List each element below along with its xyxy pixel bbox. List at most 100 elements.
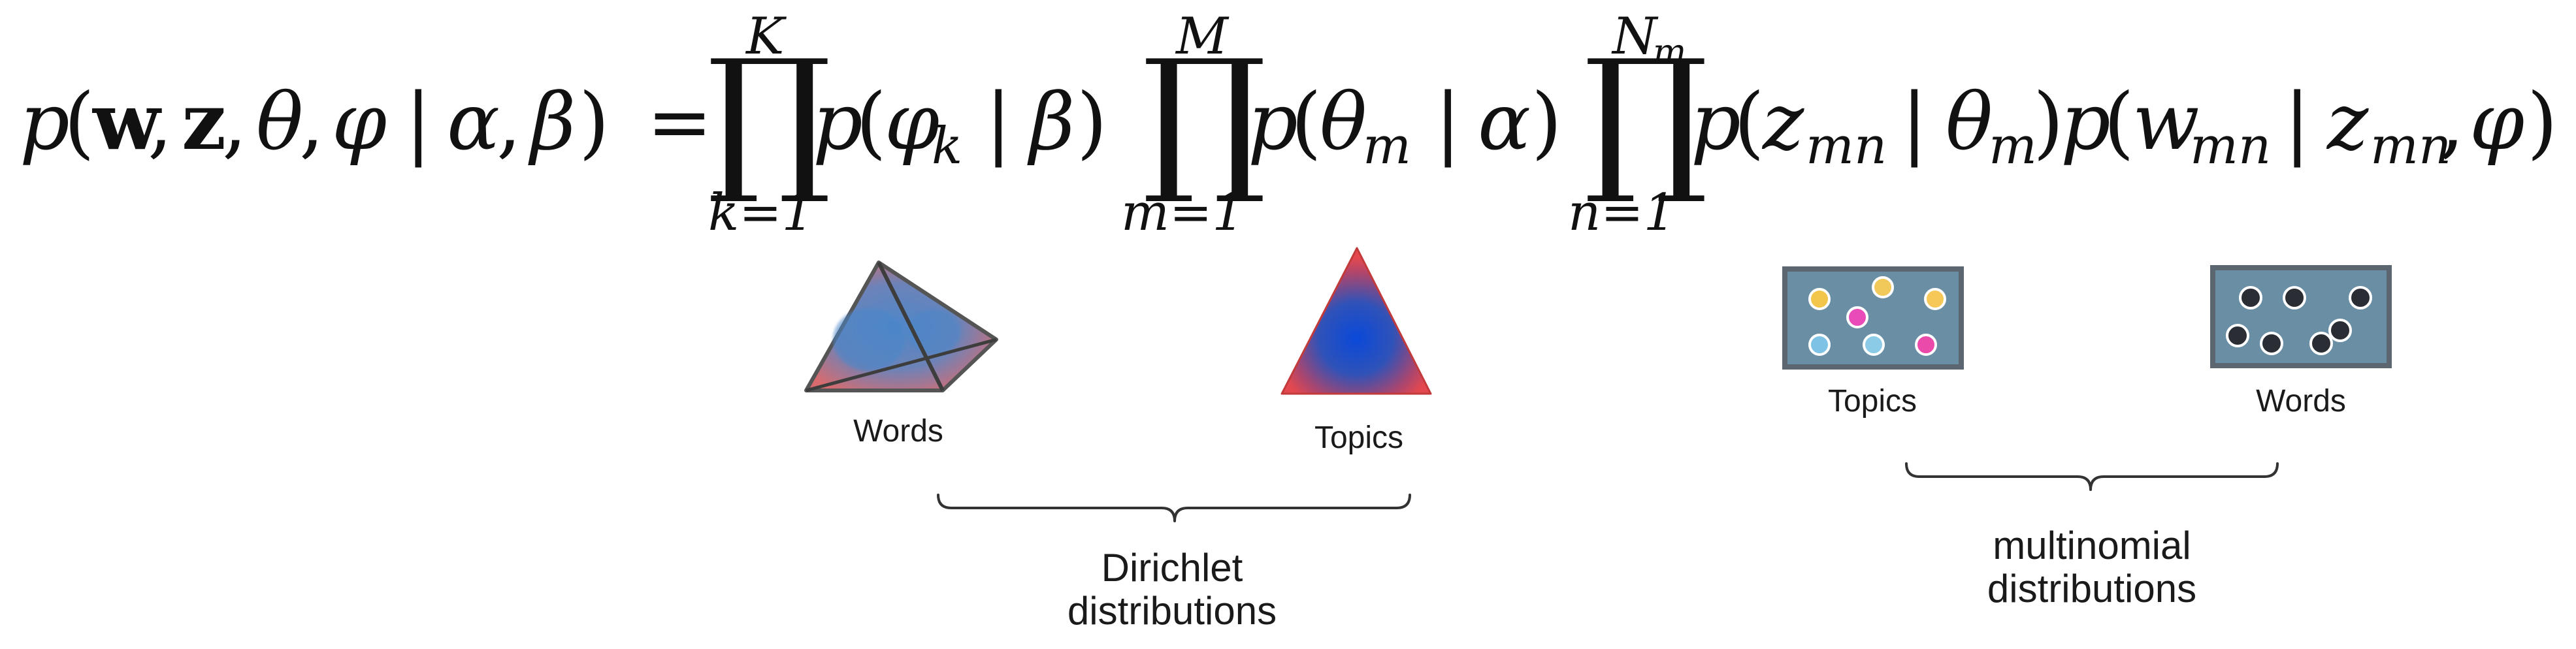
w-term-close: ) bbox=[2527, 77, 2558, 168]
topic-dot bbox=[1808, 288, 1831, 310]
dirichlet-brace bbox=[937, 494, 1411, 522]
w-term-open: ( bbox=[2104, 77, 2134, 168]
topics-simplex-figure: Topics bbox=[1280, 247, 1432, 455]
w-term-p: p bbox=[2061, 77, 2111, 168]
lhs-w: w bbox=[91, 76, 162, 168]
prod-m-upper: M bbox=[1175, 7, 1230, 66]
lhs-theta: θ bbox=[256, 77, 303, 168]
theta-term-p: p bbox=[1248, 77, 1298, 168]
prod-k-symbol: ∏ bbox=[707, 25, 832, 208]
topic-dot bbox=[1872, 276, 1894, 298]
topic-dot bbox=[1846, 306, 1868, 328]
prod-n-upper-sub: m bbox=[1653, 31, 1686, 72]
topics-multinomial-label: Topics bbox=[1828, 384, 1917, 419]
lhs-comma-1: , bbox=[148, 77, 172, 168]
topic-dot bbox=[1863, 334, 1885, 356]
phi-term-sub-k: k bbox=[932, 117, 962, 176]
lhs-beta: β bbox=[528, 77, 576, 168]
lhs-z: z bbox=[182, 76, 226, 168]
lhs-close-paren: ) bbox=[579, 77, 610, 168]
lhs-varphi: φ bbox=[332, 77, 387, 168]
word-dot bbox=[2239, 286, 2262, 309]
theta-term-open: ( bbox=[1291, 77, 1322, 168]
word-dot bbox=[2349, 286, 2372, 309]
multinomial-label-line1: multinomial bbox=[1993, 524, 2191, 567]
prod-n-symbol: ∏ bbox=[1584, 25, 1708, 208]
prod-k-lower: k=1 bbox=[708, 183, 814, 242]
topics-dots bbox=[1808, 276, 1946, 356]
dirichlet-label-line2: distributions bbox=[1068, 589, 1277, 633]
product-over-documents: M ∏ m=1 p ( θ m | α ) bbox=[1121, 7, 1562, 242]
w-term-z: z bbox=[2326, 77, 2369, 168]
multinomial-brace-group: multinomial distributions bbox=[1905, 462, 2279, 610]
theta-term-theta: θ bbox=[1320, 77, 1367, 168]
z-term-theta-sub-m: m bbox=[1989, 117, 2037, 176]
z-term-z: z bbox=[1761, 77, 1804, 168]
phi-term-varphi: φ bbox=[885, 77, 939, 168]
prod-m-symbol: ∏ bbox=[1142, 25, 1267, 208]
prod-k-upper: K bbox=[745, 7, 787, 66]
w-term-sub-mn: mn bbox=[2190, 117, 2271, 176]
words-simplex-density bbox=[833, 308, 905, 371]
w-term-w: w bbox=[2132, 77, 2200, 168]
theta-term-bar: | bbox=[1435, 77, 1461, 168]
words-simplex-figure: Words bbox=[804, 261, 998, 449]
lhs-open-paren: ( bbox=[64, 77, 95, 168]
w-term-bar: | bbox=[2284, 77, 2310, 168]
z-term-theta: θ bbox=[1946, 77, 1993, 168]
theta-term-alpha: α bbox=[1478, 77, 1531, 168]
topic-dot bbox=[1915, 334, 1937, 356]
z-term-open: ( bbox=[1734, 77, 1765, 168]
theta-term-close: ) bbox=[1531, 77, 1562, 168]
word-dot bbox=[2226, 324, 2249, 347]
lhs-comma-4: , bbox=[497, 77, 521, 168]
equals-sign: = bbox=[647, 77, 713, 168]
lhs-comma-2: , bbox=[222, 77, 247, 168]
words-simplex-edge bbox=[877, 261, 945, 392]
word-dot bbox=[2283, 286, 2306, 309]
word-dot bbox=[2309, 332, 2333, 355]
words-simplex-label: Words bbox=[853, 414, 943, 449]
triangle-simplex-icon bbox=[1280, 247, 1432, 395]
phi-term-close: ) bbox=[1077, 77, 1107, 168]
words-multinomial-label: Words bbox=[2256, 384, 2346, 419]
phi-term-beta: β bbox=[1027, 77, 1075, 168]
topic-dot bbox=[1924, 288, 1946, 310]
z-term-close: ) bbox=[2033, 77, 2064, 168]
prod-n-upper: N bbox=[1611, 7, 1659, 66]
words-dot-box-icon bbox=[2210, 265, 2392, 368]
w-term-varphi: φ bbox=[2470, 77, 2524, 168]
multinomial-label-line2: distributions bbox=[1987, 567, 2196, 610]
word-dot bbox=[2260, 332, 2283, 355]
phi-term-open: ( bbox=[856, 77, 887, 168]
lda-joint-probability-equation: p ( w , z , θ , φ | α , β ) = K ∏ k=1 p … bbox=[20, 7, 2558, 242]
equation-lhs: p ( w , z , θ , φ | α , β ) = bbox=[20, 76, 713, 168]
z-term-bar: | bbox=[1901, 77, 1927, 168]
lhs-alpha: α bbox=[447, 77, 500, 168]
prod-n-lower: n=1 bbox=[1568, 183, 1676, 242]
word-dot bbox=[2328, 319, 2352, 342]
z-term-sub-mn: mn bbox=[1806, 117, 1887, 176]
product-over-words: N m ∏ n=1 p ( z mn | θ m ) p ( w mn | z … bbox=[1568, 7, 2558, 242]
lhs-given-bar: | bbox=[405, 77, 431, 168]
theta-term-sub-m: m bbox=[1363, 117, 1411, 176]
dirichlet-brace-group: Dirichlet distributions bbox=[937, 494, 1411, 633]
multinomial-brace bbox=[1905, 462, 2279, 491]
topics-simplex-label: Topics bbox=[1314, 420, 1403, 455]
lhs-p: p bbox=[20, 77, 70, 168]
phi-term-bar: | bbox=[985, 77, 1011, 168]
z-term-p: p bbox=[1691, 77, 1741, 168]
words-simplex-density-2 bbox=[908, 309, 960, 355]
w-term-z-sub-mn: mn bbox=[2370, 117, 2451, 176]
prod-m-lower: m=1 bbox=[1121, 183, 1245, 242]
w-term-comma: , bbox=[2439, 77, 2464, 168]
topic-dot bbox=[1808, 334, 1831, 356]
phi-term-p: p bbox=[813, 77, 863, 168]
words-dots bbox=[2226, 286, 2372, 355]
words-simplex-edge-2 bbox=[806, 338, 997, 392]
topics-multinomial-figure: Topics bbox=[1782, 266, 1964, 419]
words-multinomial-figure: Words bbox=[2210, 265, 2392, 419]
dirichlet-label-line1: Dirichlet bbox=[1101, 546, 1243, 590]
product-over-topics: K ∏ k=1 p ( φ k | β ) bbox=[707, 7, 1107, 242]
